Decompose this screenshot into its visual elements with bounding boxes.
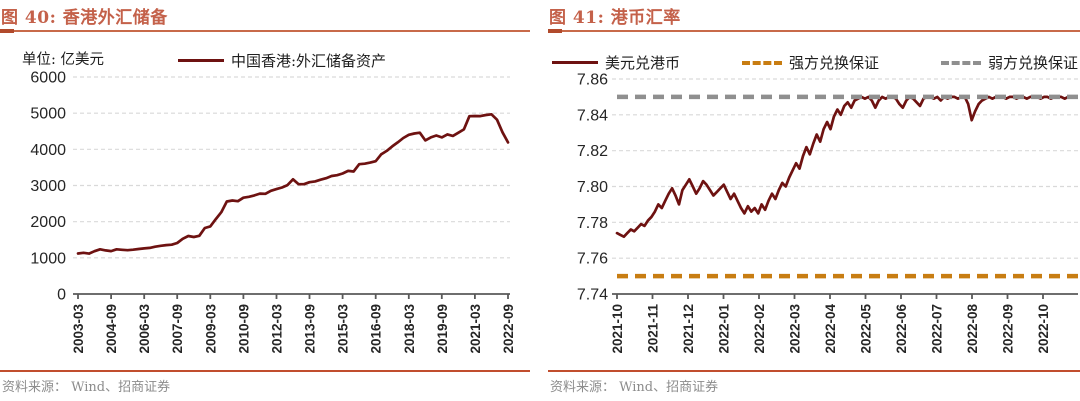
svg-text:2022-05: 2022-05 [859, 304, 874, 354]
hkd-rate-chart: 7.74 7.76 7.78 7.80 7.82 7.84 7.86 2021-10 2021-… [577, 72, 1078, 354]
svg-text:2003-03: 2003-03 [71, 304, 86, 354]
svg-text:3000: 3000 [30, 178, 66, 195]
figure-41-footer-rule: 资料来源： Wind、招商证券 [548, 370, 1080, 395]
legend-label: 弱方兑换保证 [987, 54, 1078, 72]
svg-text:2018-03: 2018-03 [402, 304, 417, 354]
svg-text:2019-09: 2019-09 [435, 304, 450, 354]
svg-text:7.86: 7.86 [577, 72, 608, 89]
dashed-line-swatch [741, 60, 782, 65]
legend-item-weak-side: 弱方兑换保证 [940, 52, 1078, 73]
svg-text:2022-02: 2022-02 [752, 304, 767, 354]
source-note: 资料来源： Wind、招商证券 [2, 380, 171, 395]
svg-text:5000: 5000 [30, 106, 66, 123]
svg-text:2010-09: 2010-09 [236, 304, 251, 354]
figure-40-title-rule [0, 29, 530, 33]
svg-text:2021-11: 2021-11 [646, 304, 661, 353]
svg-text:2022-09: 2022-09 [501, 304, 516, 354]
svg-text:0: 0 [57, 287, 66, 304]
svg-text:2022-06: 2022-06 [894, 304, 909, 354]
svg-text:2009-03: 2009-03 [203, 304, 218, 354]
svg-text:2022-01: 2022-01 [717, 304, 732, 354]
svg-text:4000: 4000 [30, 142, 66, 159]
figure-40-panel: 图 40: 香港外汇储备 单位: 亿美元 中国香港:外汇储备资产 0 1000 20… [0, 0, 530, 401]
svg-text:7.76: 7.76 [577, 251, 608, 268]
svg-text:2006-03: 2006-03 [137, 304, 152, 354]
svg-text:2012-03: 2012-03 [270, 304, 285, 354]
source-note: 资料来源： Wind、招商证券 [550, 380, 719, 395]
svg-text:7.78: 7.78 [577, 215, 608, 232]
legend-item-usd-hkd: 美元兑港币 [552, 52, 680, 73]
svg-text:2022-04: 2022-04 [823, 304, 838, 354]
solid-line-swatch [178, 59, 224, 62]
svg-text:2022-09: 2022-09 [1001, 304, 1016, 354]
fx-reserves-chart: 0 1000 2000 3000 4000 5000 6000 2003-03 2004-09 2… [30, 70, 516, 354]
svg-text:1000: 1000 [30, 250, 66, 267]
svg-text:2022-07: 2022-07 [930, 304, 945, 354]
svg-text:7.84: 7.84 [577, 107, 608, 124]
svg-text:2015-03: 2015-03 [336, 304, 351, 354]
svg-text:2016-09: 2016-09 [369, 304, 384, 354]
svg-text:6000: 6000 [30, 70, 66, 87]
legend-item-fx-reserves: 中国香港:外汇储备资产 [178, 50, 386, 71]
unit-label: 单位: 亿美元 [22, 52, 104, 68]
dashed-line-swatch [940, 60, 981, 65]
figure-41-title-rule [548, 29, 1080, 33]
svg-text:2007-09: 2007-09 [170, 304, 185, 354]
svg-text:2021-03: 2021-03 [468, 304, 483, 354]
svg-text:2022-03: 2022-03 [788, 304, 803, 354]
svg-text:7.82: 7.82 [577, 143, 608, 160]
figure-40-footer-rule: 资料来源： Wind、招商证券 [0, 370, 530, 395]
svg-text:7.80: 7.80 [577, 179, 608, 196]
svg-text:2022-08: 2022-08 [965, 304, 980, 354]
legend-label: 美元兑港币 [605, 54, 681, 72]
svg-text:2021-12: 2021-12 [681, 304, 696, 354]
figure-40-title: 图 40: 香港外汇储备 [1, 8, 168, 28]
svg-text:2022-10: 2022-10 [1036, 304, 1051, 354]
figure-41-panel: 图 41: 港币汇率 美元兑港币 强方兑换保证 弱方兑换保证 7.74 7.76 7… [548, 0, 1080, 401]
figure-41-legend: 美元兑港币 强方兑换保证 弱方兑换保证 [552, 52, 1078, 73]
svg-text:2004-09: 2004-09 [104, 304, 119, 354]
figure-40-legend: 中国香港:外汇储备资产 [178, 50, 386, 71]
svg-text:2021-10: 2021-10 [610, 304, 625, 354]
legend-item-strong-side: 强方兑换保证 [741, 52, 879, 73]
svg-text:7.74: 7.74 [577, 287, 608, 304]
svg-text:2013-09: 2013-09 [303, 304, 318, 354]
legend-label: 中国香港:外汇储备资产 [231, 52, 387, 70]
legend-label: 强方兑换保证 [788, 54, 879, 72]
solid-line-swatch [552, 61, 598, 64]
figure-41-title: 图 41: 港币汇率 [549, 8, 681, 28]
svg-text:2000: 2000 [30, 214, 66, 231]
